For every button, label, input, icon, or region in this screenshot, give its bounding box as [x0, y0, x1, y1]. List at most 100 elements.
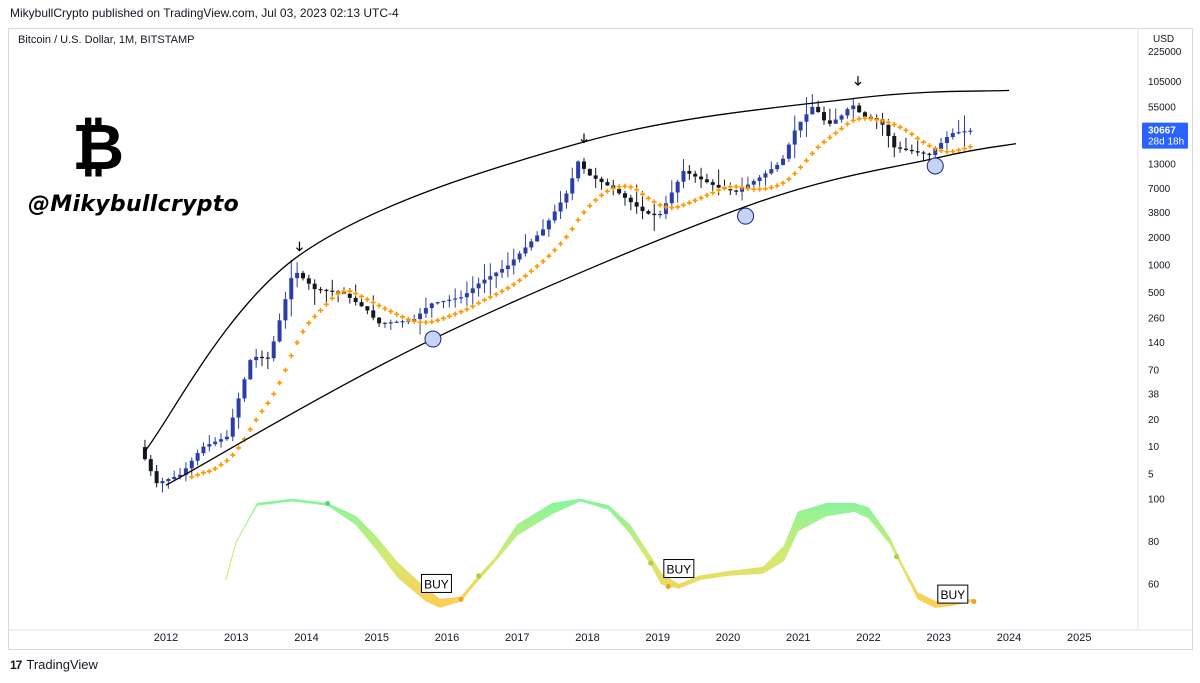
- indicator-marker: [727, 184, 733, 190]
- candle-body: [927, 153, 932, 156]
- candle-body: [429, 303, 434, 309]
- buy-label-box: [420, 573, 452, 593]
- candle-body: [605, 182, 610, 186]
- indicator-marker: [885, 119, 891, 125]
- indicator-marker: [522, 273, 528, 279]
- indicator-marker: [323, 301, 329, 307]
- indicator-marker: [833, 130, 839, 136]
- candle-body: [359, 302, 364, 307]
- top-arrow-icon: [580, 133, 588, 144]
- indicator-marker: [581, 209, 587, 215]
- candle-body: [704, 179, 709, 183]
- candle-body: [476, 283, 481, 289]
- candle-body: [827, 120, 832, 124]
- candle-body: [652, 213, 657, 216]
- candle-body: [898, 147, 903, 149]
- footer-brand[interactable]: 17 TradingView: [10, 657, 98, 672]
- indicator-marker: [493, 291, 499, 297]
- candle-body: [968, 130, 973, 132]
- candle-body: [576, 161, 581, 179]
- indicator-marker: [247, 426, 253, 432]
- buy-label: BUY: [666, 563, 691, 577]
- indicator-marker: [716, 187, 722, 193]
- indicator-marker: [353, 290, 359, 296]
- indicator-marker: [540, 258, 546, 264]
- candle-body: [915, 151, 920, 153]
- candle-body: [646, 211, 651, 214]
- year-tick-label: 2015: [365, 632, 389, 644]
- indicator-marker: [921, 139, 927, 145]
- indicator-marker: [909, 131, 915, 137]
- candle-body: [277, 320, 282, 342]
- indicator-marker: [481, 297, 487, 303]
- indicator-marker: [593, 197, 599, 203]
- candle-body: [248, 360, 253, 380]
- year-tick-label: 2018: [575, 632, 599, 644]
- indicator-marker: [587, 203, 593, 209]
- candle-body: [207, 444, 212, 447]
- indicator-marker: [704, 192, 710, 198]
- candle-body: [271, 341, 276, 359]
- indicator-marker: [405, 316, 411, 322]
- price-tick-label: 1000: [1148, 261, 1171, 272]
- indicator-marker: [733, 184, 739, 190]
- price-tick-label: 2000: [1148, 233, 1171, 244]
- indicator-marker: [394, 311, 400, 317]
- year-tick-label: 2012: [154, 632, 178, 644]
- year-tick-label: 2024: [997, 632, 1021, 644]
- indicator-marker: [528, 268, 534, 274]
- symbol-title[interactable]: Bitcoin / U.S. Dollar, 1M, BITSTAMP: [18, 34, 195, 46]
- indicator-marker: [874, 117, 880, 123]
- candle-body: [447, 299, 452, 301]
- candle-body: [903, 148, 908, 150]
- oscillator-band: [225, 499, 974, 608]
- indicator-marker: [417, 319, 423, 325]
- candle-body: [740, 188, 745, 192]
- price-badge-countdown: 28d 18h: [1148, 137, 1184, 148]
- indicator-marker: [786, 176, 792, 182]
- price-tick-label: 7000: [1148, 184, 1171, 195]
- support-curve-line: [165, 143, 1017, 486]
- candle-body: [464, 293, 469, 298]
- candle-body: [851, 105, 856, 110]
- year-tick-label: 2013: [224, 632, 248, 644]
- footer-brand-label: TradingView: [26, 657, 98, 672]
- publish-header: MikybullCrypto published on TradingView.…: [10, 6, 399, 20]
- indicator-marker: [686, 200, 692, 206]
- candle-body: [494, 272, 499, 277]
- indicator-marker: [470, 303, 476, 309]
- candle-body: [435, 302, 440, 304]
- indicator-marker: [499, 288, 505, 294]
- indicator-marker: [206, 468, 212, 474]
- indicator-marker: [335, 291, 341, 297]
- indicator-marker: [300, 329, 306, 335]
- candle-body: [254, 356, 259, 361]
- oscillator-dot: [476, 573, 482, 579]
- candle-body: [517, 253, 522, 260]
- candle-body: [909, 149, 914, 152]
- indicator-marker: [435, 317, 441, 323]
- candle-body: [944, 137, 949, 144]
- indicator-marker: [294, 340, 300, 346]
- candle-body: [500, 269, 505, 273]
- candle-body: [365, 306, 370, 311]
- indicator-marker: [880, 118, 886, 124]
- indicator-marker: [253, 417, 259, 423]
- indicator-marker: [400, 314, 406, 320]
- candle-body: [617, 188, 622, 194]
- candle-body: [751, 181, 756, 185]
- indicator-marker: [622, 183, 628, 189]
- price-tick-label: 140: [1148, 338, 1165, 349]
- candle-body: [839, 115, 844, 120]
- indicator-marker: [645, 195, 651, 201]
- candle-body: [628, 197, 633, 203]
- price-tick-label: 55000: [1148, 103, 1176, 114]
- buy-label-box: [663, 559, 695, 579]
- oscillator-dot: [325, 501, 331, 507]
- candle-body: [956, 132, 961, 134]
- indicator-marker: [926, 143, 932, 149]
- indicator-marker: [476, 300, 482, 306]
- indicator-marker: [932, 145, 938, 151]
- indicator-marker: [903, 127, 909, 133]
